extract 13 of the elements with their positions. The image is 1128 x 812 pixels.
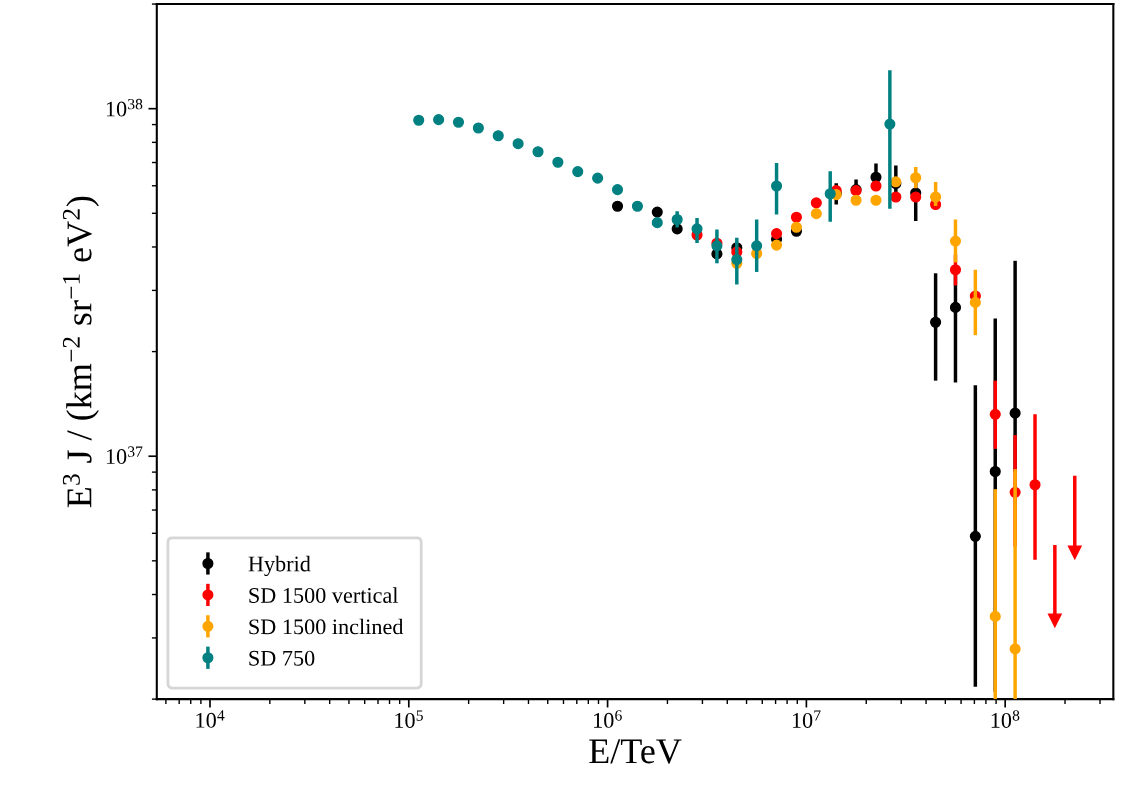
y-tick-label: 10$^{38}$	[106, 98, 143, 117]
x-axis-title: E/TeV	[589, 739, 682, 764]
x-tick-label: 10$^{8}$	[991, 710, 1020, 728]
text: E$^{3}$ J / (km$^{−2}$ sr$^{−1}$ eV$^{2}$)	[62, 196, 99, 508]
x-tick-label: 10$^{6}$	[594, 710, 622, 728]
legend-label: SD 1500 inclined	[249, 618, 404, 635]
legend-label: SD 1500 vertical	[249, 587, 399, 603]
y-tick-label: 10$^{37}$	[106, 446, 143, 465]
x-tick-label: 10$^{7}$	[792, 710, 821, 728]
x-tick-label: 10$^{5}$	[395, 710, 423, 728]
x-tick-label: 10$^{4}$	[196, 710, 225, 728]
legend-label: Hybrid	[248, 555, 311, 577]
legend-label: SD 750	[249, 650, 315, 666]
